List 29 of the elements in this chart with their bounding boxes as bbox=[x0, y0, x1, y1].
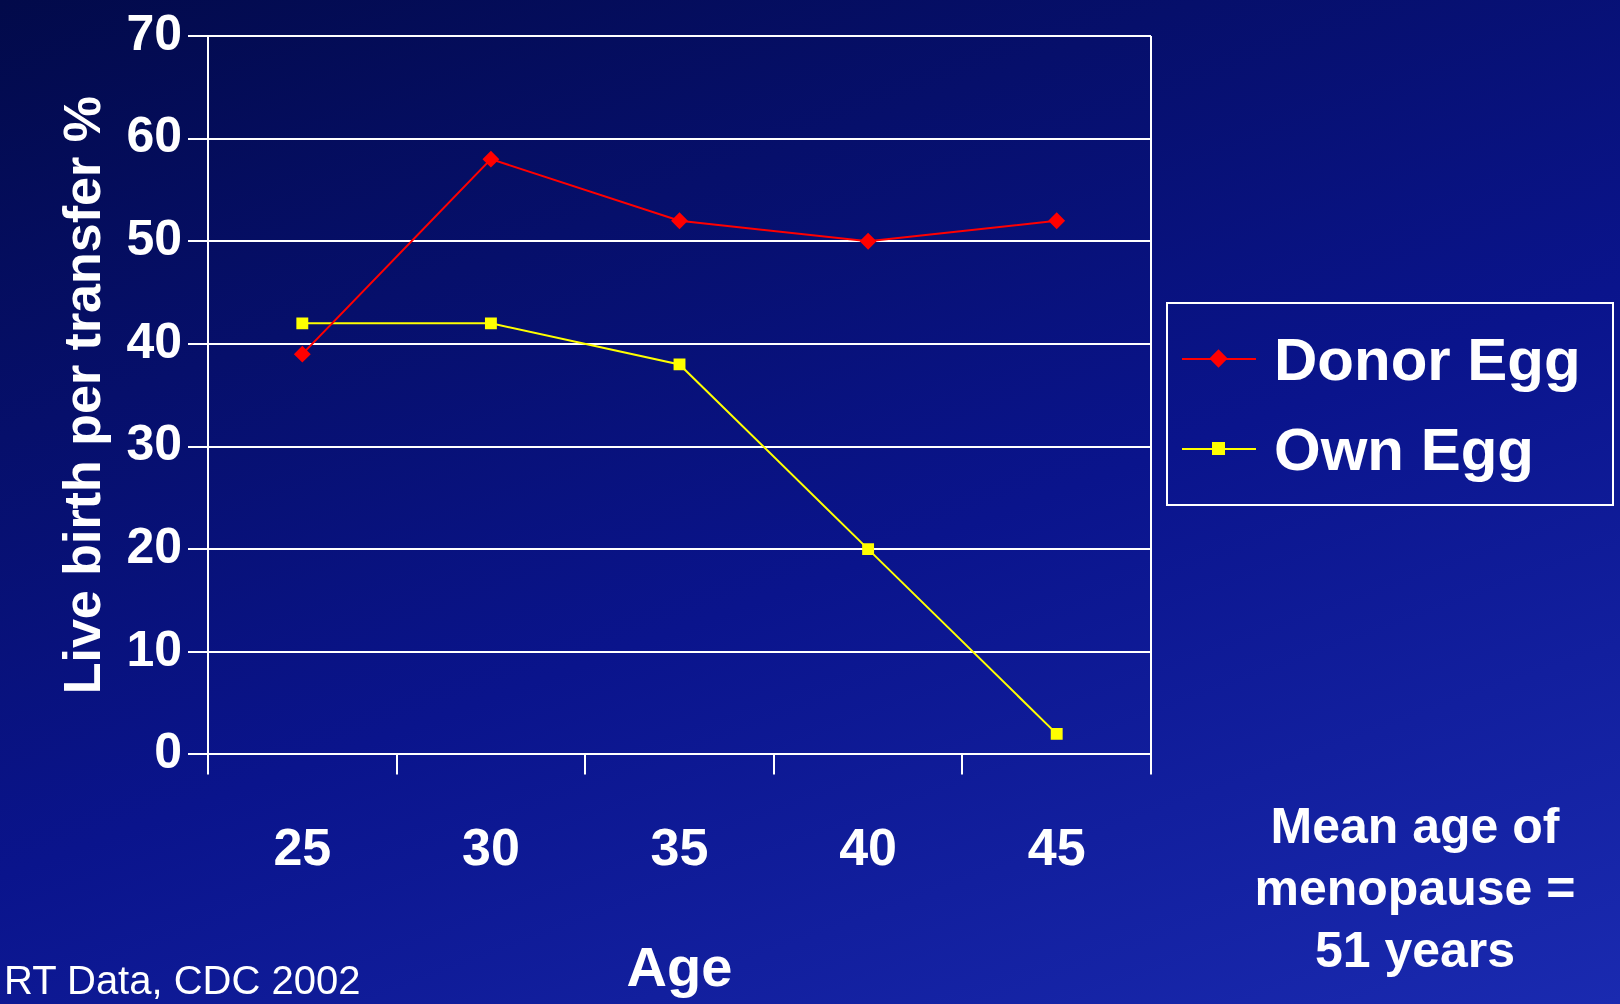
point bbox=[1050, 727, 1063, 740]
point bbox=[294, 346, 311, 363]
point bbox=[862, 543, 875, 556]
y-tick-label: 10 bbox=[126, 620, 183, 677]
legend-label: Own Egg bbox=[1274, 414, 1534, 484]
point bbox=[671, 212, 688, 229]
point bbox=[296, 317, 309, 330]
point bbox=[1048, 212, 1065, 229]
y-tick-label: 70 bbox=[126, 4, 183, 61]
y-tick-label: 60 bbox=[126, 107, 183, 164]
text: RT Data, CDC 2002 bbox=[4, 958, 361, 1003]
y-tick-label: 40 bbox=[126, 312, 183, 369]
point bbox=[673, 358, 686, 371]
y-tick-label: 30 bbox=[126, 415, 183, 472]
x-tick-label: 30 bbox=[461, 817, 520, 876]
x-tick-label: 40 bbox=[839, 817, 898, 876]
legend-label: Donor Egg bbox=[1274, 324, 1581, 394]
y-tick-label: 20 bbox=[126, 517, 183, 574]
text: Mean age of menopause = 51 years bbox=[1253, 797, 1577, 980]
x-axis-title: Age bbox=[626, 934, 733, 998]
x-tick-label: 45 bbox=[1027, 817, 1086, 876]
x-tick-label: 35 bbox=[650, 817, 709, 876]
y-tick-label: 0 bbox=[154, 723, 183, 780]
point bbox=[860, 233, 877, 250]
x-tick-label: 25 bbox=[273, 817, 332, 876]
point bbox=[484, 317, 497, 330]
y-tick-label: 50 bbox=[126, 210, 183, 267]
y-axis-title: Live birth per transfer % bbox=[52, 96, 111, 695]
point bbox=[482, 151, 499, 168]
